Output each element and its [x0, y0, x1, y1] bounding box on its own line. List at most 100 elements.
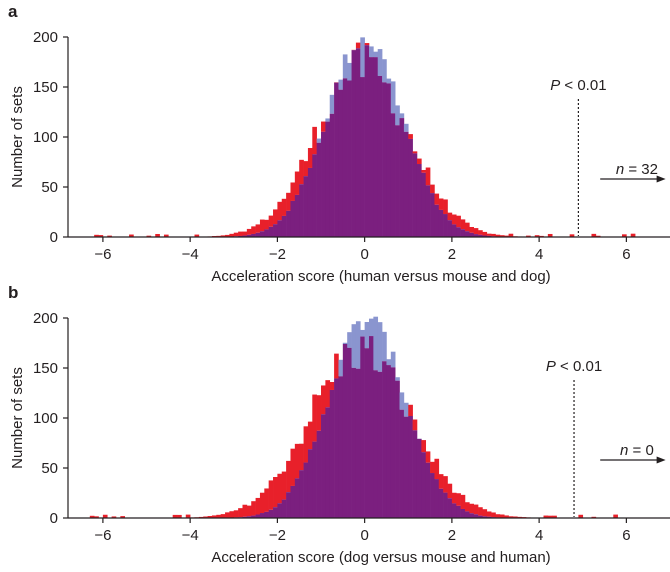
histogram-bar: [496, 514, 501, 517]
histogram-bar: [382, 59, 387, 82]
histogram-bar: [251, 226, 256, 234]
x-tick-label: −4: [182, 246, 199, 263]
histogram-bar: [369, 46, 374, 57]
histogram-bar-overlap: [321, 132, 326, 237]
histogram-bar: [251, 501, 256, 515]
histogram-bar-overlap: [330, 390, 335, 518]
threshold-label: P < 0.01: [546, 358, 602, 375]
histogram-bar-overlap: [382, 82, 387, 237]
histogram-bar: [378, 322, 383, 372]
histogram-bar-overlap: [443, 493, 448, 518]
x-tick-label: 2: [448, 246, 456, 263]
histogram-bar-overlap: [461, 509, 466, 518]
histogram-bar: [404, 403, 409, 417]
histogram-bar: [269, 480, 274, 509]
histogram-bar-overlap: [308, 168, 313, 237]
histogram-bar-overlap: [448, 498, 453, 518]
histogram-bar: [491, 234, 496, 236]
histogram-bar: [234, 233, 239, 237]
histogram-bar: [334, 354, 339, 379]
histogram-bar-overlap: [282, 216, 287, 237]
y-tick-label: 150: [33, 360, 58, 377]
histogram-bar: [465, 502, 470, 511]
x-tick-label: 6: [622, 246, 630, 263]
tail-count-label: n = 0: [620, 442, 654, 459]
histogram-bar: [439, 198, 444, 209]
y-tick-label: 100: [33, 129, 58, 146]
histogram-bar-overlap: [317, 143, 322, 237]
histogram-bar: [487, 234, 492, 236]
panel-label: b: [8, 283, 18, 302]
histogram-bar-overlap: [347, 348, 352, 518]
histogram-bar: [264, 488, 269, 511]
histogram-bar: [286, 193, 291, 211]
histogram-bar: [317, 395, 322, 431]
histogram-bar-overlap: [439, 210, 444, 237]
histogram-bar-overlap: [282, 500, 287, 518]
histogram-bar-overlap: [408, 416, 413, 518]
histogram-bar-overlap: [413, 430, 418, 518]
histogram-bar-overlap: [347, 81, 352, 237]
histogram-bar-overlap: [404, 132, 409, 237]
tail-arrow-head: [657, 176, 666, 183]
histogram-bar: [391, 81, 396, 113]
histogram-bar-overlap: [338, 376, 343, 518]
histogram-bar: [356, 321, 361, 368]
histogram-bar-overlap: [312, 442, 317, 518]
histogram-bar-overlap: [456, 227, 461, 237]
histogram-bar: [443, 199, 448, 214]
x-axis-title: Acceleration score (dog versus mouse and…: [211, 549, 550, 566]
histogram-bar: [400, 392, 405, 409]
histogram-bar: [504, 515, 509, 517]
x-tick-label: −6: [94, 246, 111, 263]
histogram-bar-overlap: [448, 220, 453, 237]
histogram-bar: [426, 451, 431, 462]
histogram-bar: [321, 122, 326, 132]
histogram-bar: [260, 493, 265, 513]
histogram-bar: [269, 216, 274, 227]
histogram-bar-overlap: [400, 410, 405, 518]
histogram-bar-overlap: [430, 473, 435, 518]
histogram-bar-overlap: [343, 344, 348, 518]
histogram-bar: [400, 113, 405, 118]
x-tick-label: 0: [360, 527, 368, 544]
histogram-bar-overlap: [308, 449, 313, 518]
histogram-bar: [330, 382, 335, 390]
histogram-bar: [474, 228, 479, 234]
histogram-bar-overlap: [400, 118, 405, 237]
histogram-bar: [386, 359, 391, 365]
histogram-bar: [325, 380, 330, 407]
histogram-bar: [308, 422, 313, 450]
histogram-bar: [461, 219, 466, 229]
histogram-bar: [338, 360, 343, 376]
histogram-bar: [295, 172, 300, 195]
histogram-bar: [430, 462, 435, 473]
histogram-bar: [277, 202, 282, 220]
histogram-bar-overlap: [360, 77, 365, 237]
histogram-bar: [509, 234, 514, 237]
histogram-bar: [373, 317, 378, 371]
x-tick-label: 2: [448, 527, 456, 544]
histogram-bar-overlap: [417, 439, 422, 518]
histogram-bar-overlap: [378, 372, 383, 518]
y-axis-title: Number of sets: [9, 86, 26, 188]
histogram-bar-overlap: [304, 176, 309, 237]
x-tick-label: 0: [360, 246, 368, 263]
y-tick-label: 200: [33, 310, 58, 327]
histogram-bar: [382, 332, 387, 361]
histogram-bar-overlap: [299, 184, 304, 237]
histogram-bar-overlap: [461, 229, 466, 237]
histogram-bar-overlap: [382, 361, 387, 518]
x-tick-label: −2: [269, 246, 286, 263]
panel-label: a: [8, 2, 18, 21]
histogram-bar: [299, 160, 304, 184]
histogram-bar-overlap: [443, 214, 448, 237]
tail-count-label: n = 32: [616, 161, 658, 178]
histogram-bar: [238, 508, 243, 517]
histogram-bar-overlap: [264, 229, 269, 237]
histogram-bar: [290, 182, 295, 200]
histogram-bar-overlap: [290, 201, 295, 237]
histogram-bar-overlap: [456, 506, 461, 518]
histogram-bar: [369, 319, 374, 336]
